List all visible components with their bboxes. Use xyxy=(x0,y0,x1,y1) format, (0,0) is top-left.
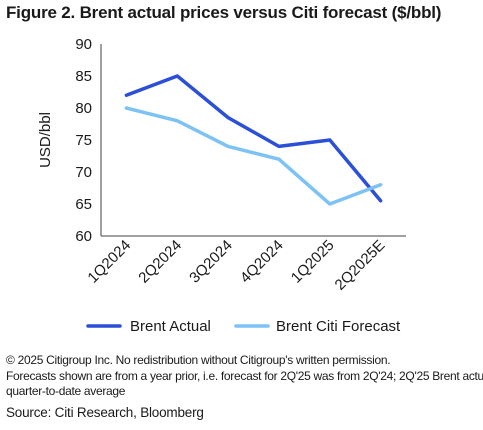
x-tick-label: 2Q2025E xyxy=(332,237,389,294)
y-tick-label: 60 xyxy=(75,228,92,245)
series-line-brent-citi-forecast xyxy=(124,106,383,206)
y-tick-label: 85 xyxy=(75,68,92,85)
y-axis-label: USD/bbl xyxy=(37,112,54,168)
forecast-note-line-2: quarter-to-date average xyxy=(6,384,126,398)
legend-label: Brent Citi Forecast xyxy=(276,318,401,335)
y-tick-label: 70 xyxy=(75,164,92,181)
chart-legend: Brent Actual Brent Citi Forecast xyxy=(86,318,401,335)
y-tick-label: 80 xyxy=(75,100,92,117)
copyright-note: © 2025 Citigroup Inc. No redistribution … xyxy=(6,353,391,367)
x-tick-label: 1Q2025 xyxy=(288,237,338,287)
y-tick-label: 90 xyxy=(75,36,92,53)
legend-label: Brent Actual xyxy=(130,318,211,335)
y-tick-label: 65 xyxy=(75,196,92,213)
x-tick-label: 2Q2024 xyxy=(135,237,185,287)
figure-title: Figure 2. Brent actual prices versus Cit… xyxy=(6,3,442,22)
y-tick-label: 75 xyxy=(75,132,92,149)
source-note: Source: Citi Research, Bloomberg xyxy=(6,405,204,420)
chart-series xyxy=(124,74,383,206)
forecast-note-line-1: Forecasts shown are from a year prior, i… xyxy=(6,369,483,383)
series-line-brent-actual xyxy=(124,74,383,203)
x-tick-label: 4Q2024 xyxy=(237,237,287,287)
x-tick-label: 3Q2024 xyxy=(186,237,236,287)
